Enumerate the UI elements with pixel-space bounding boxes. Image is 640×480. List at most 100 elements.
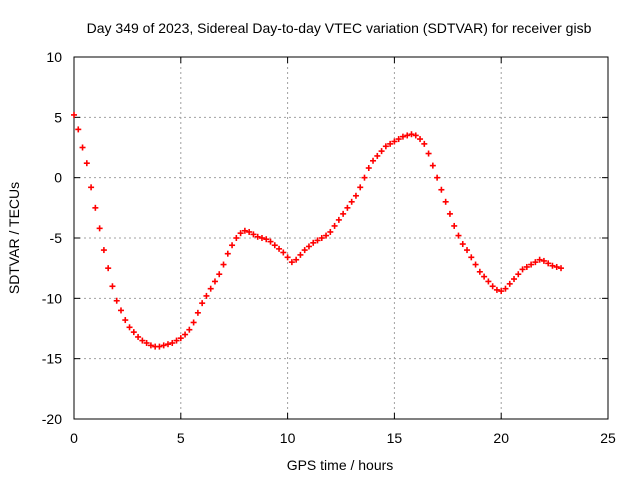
data-point: [284, 254, 291, 261]
data-point: [194, 309, 201, 316]
data-point: [532, 259, 539, 266]
data-point: [224, 250, 231, 257]
data-point: [143, 339, 150, 346]
data-point: [147, 342, 154, 349]
data-point: [190, 319, 197, 326]
data-point: [553, 263, 560, 270]
data-point: [301, 247, 308, 254]
data-point: [229, 242, 236, 249]
data-point: [314, 237, 321, 244]
data-point: [485, 278, 492, 285]
data-point: [92, 204, 99, 211]
data-point: [88, 184, 95, 191]
data-point: [75, 126, 82, 133]
data-point: [540, 257, 547, 264]
data-point: [408, 131, 415, 138]
data-point: [476, 268, 483, 275]
data-point: [263, 236, 270, 243]
data-point: [207, 285, 214, 292]
data-point: [417, 136, 424, 143]
data-point: [493, 286, 500, 293]
data-point: [459, 241, 466, 248]
data-point: [438, 186, 445, 193]
data-point: [100, 247, 107, 254]
y-tick-labels: -20 -15 -10 -5 0 5 10: [42, 49, 62, 427]
data-point: [523, 263, 530, 270]
data-point: [331, 222, 338, 229]
data-point: [276, 245, 283, 252]
data-point: [318, 235, 325, 241]
data-point: [246, 228, 253, 235]
data-point: [109, 283, 116, 290]
data-point: [348, 198, 355, 205]
data-point: [511, 276, 518, 283]
data-point: [220, 261, 227, 268]
data-point: [203, 292, 210, 299]
data-point: [352, 192, 359, 199]
data-point: [160, 342, 167, 349]
data-point: [382, 143, 389, 150]
data-point: [169, 339, 176, 346]
data-point: [199, 300, 206, 307]
data-point: [113, 297, 120, 304]
data-point: [327, 228, 334, 235]
data-point: [105, 265, 112, 272]
data-point: [344, 204, 351, 211]
x-tick-label: 20: [493, 430, 509, 446]
x-tick-label: 10: [280, 430, 296, 446]
data-point: [71, 111, 77, 118]
data-point: [186, 326, 193, 333]
data-point: [378, 148, 385, 155]
data-point: [387, 140, 394, 147]
data-point: [468, 254, 475, 261]
data-point: [481, 273, 488, 280]
data-point: [374, 152, 381, 159]
data-point: [506, 280, 513, 287]
data-point: [96, 225, 103, 232]
data-point: [139, 337, 146, 344]
data-point: [489, 283, 496, 290]
data-point: [421, 140, 428, 147]
data-point: [216, 271, 223, 278]
data-point: [365, 165, 372, 172]
x-tick-label: 0: [70, 430, 78, 446]
data-point: [472, 261, 479, 268]
data-point: [156, 343, 163, 350]
data-point: [310, 239, 317, 246]
data-point: [135, 333, 142, 340]
y-tick-label: -20: [42, 411, 62, 427]
data-point: [446, 210, 453, 217]
chart-title: Day 349 of 2023, Sidereal Day-to-day VTE…: [87, 20, 592, 36]
data-point: [391, 138, 398, 145]
data-points: [71, 111, 565, 350]
data-point: [126, 324, 133, 331]
x-tick-labels: 0 5 10 15 20 25: [70, 430, 616, 446]
data-point: [434, 174, 441, 181]
data-point: [305, 243, 312, 250]
y-tick-label: -5: [50, 230, 63, 246]
data-point: [451, 222, 458, 229]
data-point: [83, 160, 90, 167]
data-point: [545, 260, 552, 267]
data-point: [280, 249, 287, 256]
data-point: [528, 261, 535, 268]
data-point: [79, 144, 86, 151]
data-point: [173, 337, 180, 344]
data-point: [288, 259, 295, 266]
data-point: [536, 256, 543, 263]
y-tick-label: 10: [46, 49, 62, 65]
data-point: [250, 231, 257, 238]
data-point: [297, 251, 304, 258]
data-point: [271, 242, 278, 249]
data-point: [549, 262, 556, 269]
x-tick-label: 25: [600, 430, 616, 446]
data-point: [395, 136, 402, 143]
y-tick-label: -15: [42, 351, 62, 367]
data-point: [254, 233, 261, 240]
data-point: [122, 317, 129, 324]
data-point: [502, 285, 509, 292]
data-point: [164, 341, 171, 348]
x-tick-label: 15: [387, 430, 403, 446]
data-point: [357, 184, 364, 191]
